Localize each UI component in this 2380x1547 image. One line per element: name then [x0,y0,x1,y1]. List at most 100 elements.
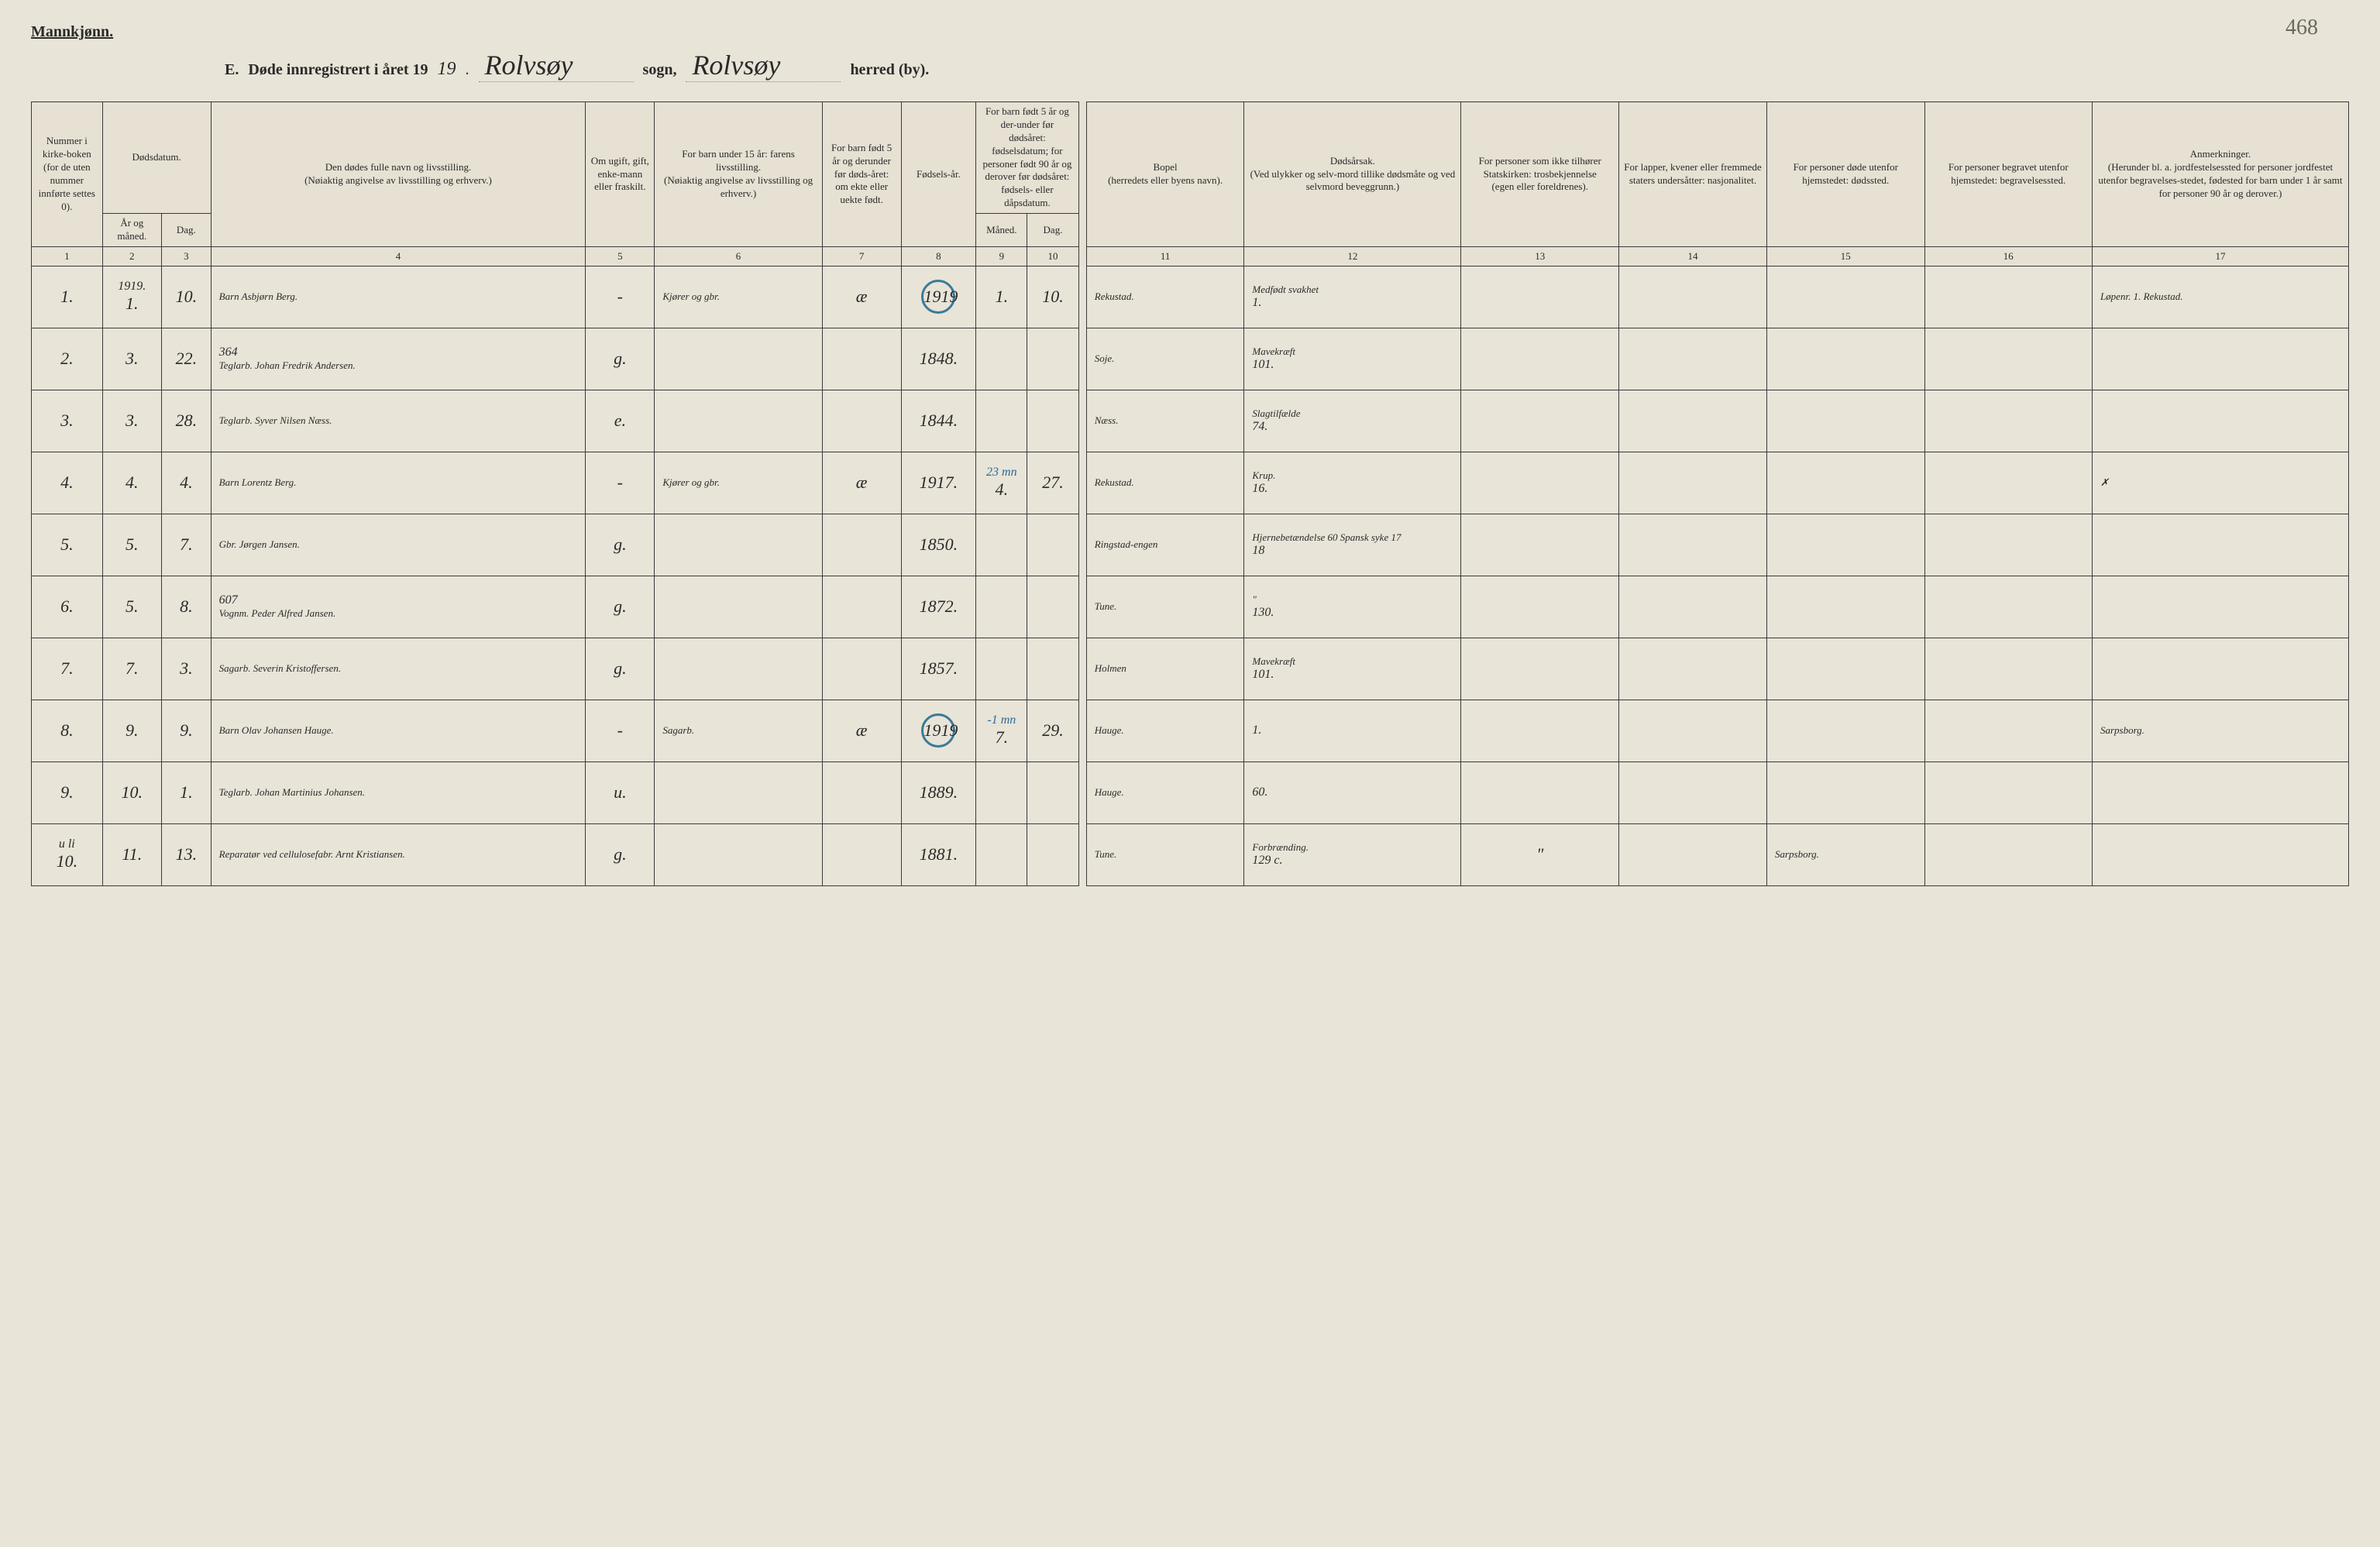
col-subheader: Dag. [1027,214,1078,247]
cell [1027,390,1078,452]
cell [1027,823,1078,885]
page-gap [1078,328,1086,390]
cell: 9. [161,700,211,761]
colnum: 3 [161,246,211,266]
cell [822,514,901,576]
table-row: 5.5.7.Gbr. Jørgen Jansen.g.1850.Ringstad… [32,514,2349,576]
col-header: Nummer i kirke-boken (for de uten nummer… [32,102,103,247]
table-header: Nummer i kirke-boken (for de uten nummer… [32,102,2349,266]
page-gap [1078,823,1086,885]
cell [1027,514,1078,576]
page-gap [1078,576,1086,638]
cell [2092,638,2348,700]
cell: " [1461,823,1619,885]
cell [655,761,822,823]
cell: u. [586,761,655,823]
page-gap [1078,761,1086,823]
cell: 3. [102,390,161,452]
cell: 5. [102,514,161,576]
page-gap [1078,514,1086,576]
table-row: 8.9.9.Barn Olav Johansen Hauge.-Sagarb.æ… [32,700,2349,761]
cell: 1917. [901,452,976,514]
col-header: Anmerkninger. (Herunder bl. a. jordfeste… [2092,102,2348,247]
cell [976,761,1027,823]
table-row: 3.3.28.Teglarb. Syver Nilsen Næss.e.1844… [32,390,2349,452]
herred-label: herred (by). [850,61,929,79]
colnum: 4 [211,246,586,266]
cell: æ [822,266,901,328]
cell: 6. [32,576,103,638]
col-header: For barn født 5 år og derunder før døds-… [822,102,901,247]
table-body: 1.1919.1.10.Barn Asbjørn Berg.-Kjører og… [32,266,2349,885]
cell: 29. [1027,700,1078,761]
cell: 1889. [901,761,976,823]
cell [976,390,1027,452]
cell: 1857. [901,638,976,700]
col-header: For personer døde utenfor hjemstedet: dø… [1766,102,1924,247]
cell [976,638,1027,700]
cell [822,761,901,823]
page-gap [1078,700,1086,761]
cell: Næss. [1086,390,1244,452]
colnum: 2 [102,246,161,266]
cell: 3. [32,390,103,452]
cell: - [586,452,655,514]
cell: 60. [1244,761,1461,823]
cell: Reparatør ved cellulosefabr. Arnt Kristi… [211,823,586,885]
cell: Krup.16. [1244,452,1461,514]
cell [1461,638,1619,700]
cell: Soje. [1086,328,1244,390]
cell [1461,761,1619,823]
cell: 1. [161,761,211,823]
col-header: For lapper, kvener eller fremmede stater… [1619,102,1767,247]
col-header: Dødsårsak. (Ved ulykker og selv-mord til… [1244,102,1461,247]
cell: 1. [32,266,103,328]
cell: 11. [102,823,161,885]
cell: 7. [161,514,211,576]
table-row: u li10.11.13.Reparatør ved cellulosefabr… [32,823,2349,885]
colnum: 10 [1027,246,1078,266]
cell [1766,266,1924,328]
cell [1766,328,1924,390]
cell: Tune. [1086,823,1244,885]
cell: Hauge. [1086,761,1244,823]
cell: Sarpsborg. [1766,823,1924,885]
cell [822,576,901,638]
cell: 10. [102,761,161,823]
cell: 9. [32,761,103,823]
cell [976,823,1027,885]
cell [1924,266,2092,328]
title-line: E. Døde innregistrert i året 1919 . Rolv… [225,49,2349,82]
cell [1619,266,1767,328]
cell [1766,514,1924,576]
col-header: For personer begravet utenfor hjemstedet… [1924,102,2092,247]
cell [1766,761,1924,823]
col-subheader: Dag. [161,214,211,247]
cell [822,823,901,885]
page-gap [1078,102,1086,266]
cell: u li10. [32,823,103,885]
col-header: For personer som ikke tilhører Statskirk… [1461,102,1619,247]
cell: 1850. [901,514,976,576]
cell [1619,761,1767,823]
colnum: 6 [655,246,822,266]
cell: 1919 [901,700,976,761]
cell [1461,452,1619,514]
cell: Barn Lorentz Berg. [211,452,586,514]
cell: g. [586,328,655,390]
cell [1924,823,2092,885]
cell: g. [586,514,655,576]
cell: Teglarb. Johan Martinius Johansen. [211,761,586,823]
cell: Hauge. [1086,700,1244,761]
cell [1461,266,1619,328]
cell: æ [822,700,901,761]
herred-value: Rolvsøy [686,49,841,82]
colnum: 13 [1461,246,1619,266]
cell [2092,390,2348,452]
cell [655,638,822,700]
cell: 1919 [901,266,976,328]
table-row: 9.10.1.Teglarb. Johan Martinius Johansen… [32,761,2349,823]
cell: 3. [161,638,211,700]
cell [1924,700,2092,761]
colnum: 11 [1086,246,1244,266]
